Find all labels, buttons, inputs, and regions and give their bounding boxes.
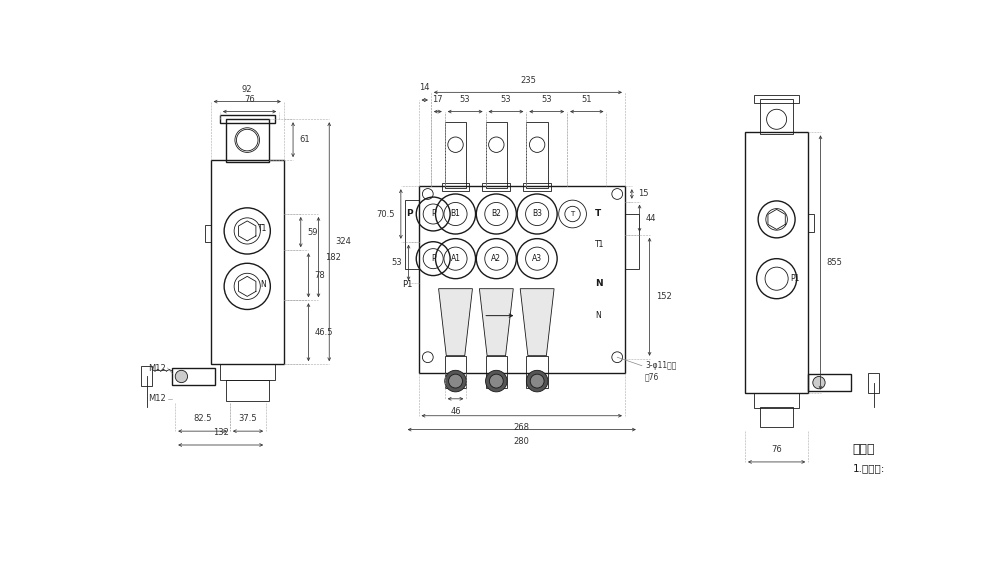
Text: B2: B2 (491, 209, 501, 219)
Bar (172, 368, 215, 385)
Text: P: P (431, 254, 436, 263)
Text: P: P (406, 209, 412, 219)
Text: 70.5: 70.5 (376, 209, 395, 219)
Bar (808, 214, 814, 233)
Text: B1: B1 (451, 209, 460, 219)
Text: 44: 44 (646, 213, 656, 223)
Text: 3-φ11通孔: 3-φ11通孔 (645, 361, 676, 370)
Text: 92: 92 (242, 85, 252, 94)
Bar (754, 392, 799, 408)
Circle shape (175, 370, 188, 383)
Bar (486, 122, 507, 188)
Text: P1: P1 (790, 274, 800, 283)
Polygon shape (520, 288, 554, 355)
Text: T: T (570, 211, 575, 217)
Text: 技术要: 技术要 (853, 443, 875, 456)
Bar (760, 99, 793, 134)
Bar (445, 355, 466, 388)
Text: 268: 268 (514, 424, 530, 432)
Bar (419, 186, 625, 373)
Text: 76: 76 (771, 445, 782, 454)
Text: 53: 53 (460, 95, 470, 104)
Text: 46.5: 46.5 (315, 328, 333, 337)
Text: 324: 324 (335, 237, 351, 246)
Polygon shape (479, 288, 513, 355)
Text: 17: 17 (432, 95, 443, 104)
Bar (220, 115, 275, 123)
Bar (523, 183, 551, 191)
Text: 132: 132 (213, 428, 229, 437)
Bar (405, 200, 419, 269)
Text: P1: P1 (402, 280, 412, 289)
Bar (226, 380, 269, 401)
Bar (745, 132, 808, 392)
Text: A3: A3 (532, 254, 542, 263)
Text: M12: M12 (148, 394, 166, 403)
Text: M12: M12 (148, 364, 166, 373)
Text: 78: 78 (315, 271, 325, 280)
Text: B3: B3 (532, 209, 542, 219)
Text: P: P (431, 209, 436, 219)
Text: 76: 76 (244, 95, 255, 104)
Text: 235: 235 (520, 76, 536, 85)
Bar (760, 407, 793, 426)
Circle shape (526, 370, 548, 392)
Text: A1: A1 (451, 254, 461, 263)
Text: 152: 152 (656, 293, 671, 301)
Circle shape (489, 374, 503, 388)
Text: 1.公称流:: 1.公称流: (853, 463, 885, 474)
Bar (868, 373, 879, 392)
Bar (526, 355, 548, 388)
Bar (445, 122, 466, 188)
Bar (482, 183, 510, 191)
Bar (220, 364, 275, 380)
Polygon shape (439, 288, 472, 355)
Text: 59: 59 (307, 227, 317, 237)
Text: N: N (260, 280, 266, 288)
Bar (226, 119, 269, 162)
Text: 61: 61 (299, 135, 310, 144)
Text: 53: 53 (541, 95, 552, 104)
Circle shape (813, 376, 825, 389)
Circle shape (445, 370, 466, 392)
Circle shape (449, 374, 462, 388)
Text: A2: A2 (491, 254, 501, 263)
Circle shape (530, 374, 544, 388)
Circle shape (486, 370, 507, 392)
Text: T1: T1 (258, 224, 267, 233)
Text: 855: 855 (827, 258, 843, 267)
Bar (808, 374, 851, 391)
Text: T: T (595, 209, 601, 219)
Bar (754, 95, 799, 103)
Bar (526, 122, 548, 188)
Bar (442, 183, 469, 191)
Bar (486, 355, 507, 388)
Text: 280: 280 (514, 437, 530, 446)
Text: 53: 53 (392, 258, 402, 267)
Text: 37.5: 37.5 (239, 414, 257, 424)
Text: 46: 46 (450, 407, 461, 415)
Text: 14: 14 (419, 83, 430, 92)
Text: N: N (595, 279, 603, 288)
Text: 15: 15 (638, 189, 649, 198)
Text: N: N (595, 311, 601, 320)
Text: 82.5: 82.5 (193, 414, 212, 424)
Text: 53: 53 (501, 95, 511, 104)
Text: 51: 51 (582, 95, 592, 104)
Bar (211, 160, 284, 364)
Bar (625, 214, 639, 269)
Text: T1: T1 (595, 240, 604, 249)
Bar (141, 366, 152, 387)
Text: 182: 182 (325, 253, 340, 261)
Bar (205, 225, 211, 242)
Text: 深76: 深76 (645, 373, 659, 382)
